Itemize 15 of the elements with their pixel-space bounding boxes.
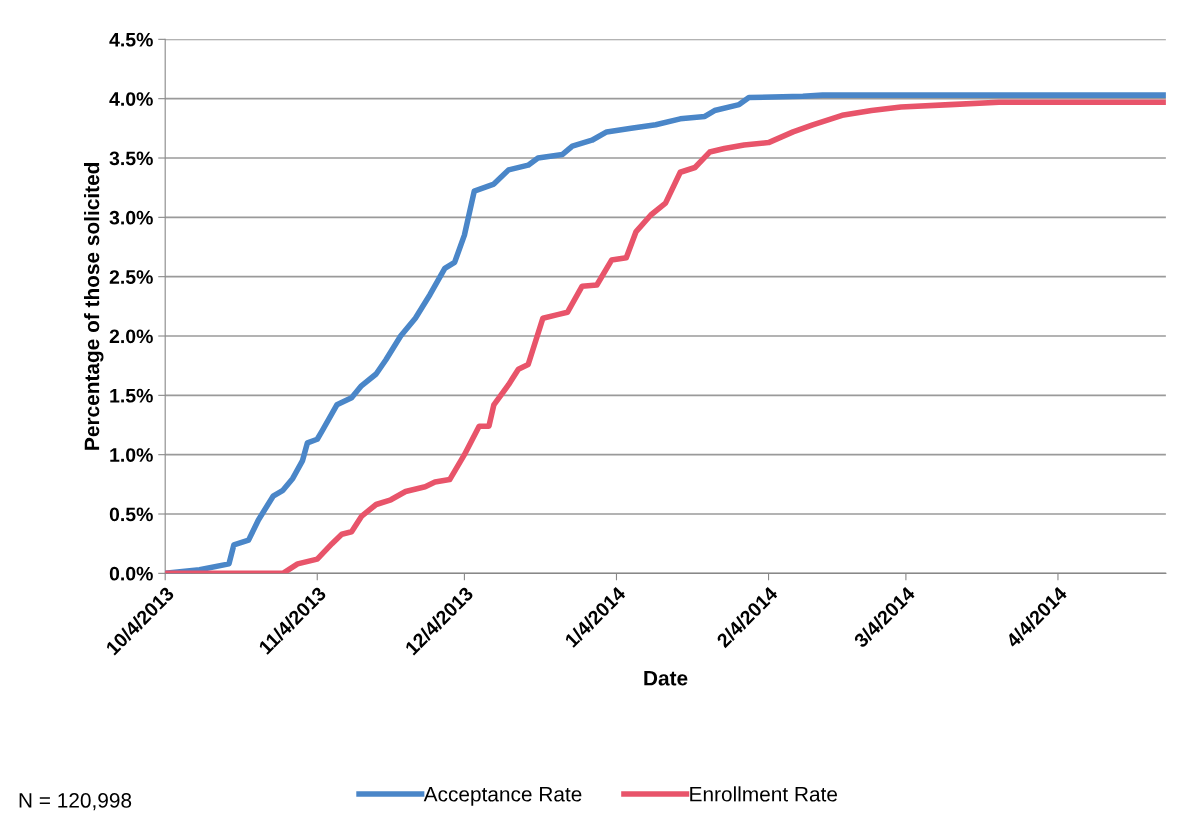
y-tick-label: 0.0% <box>109 566 153 581</box>
y-tick-label: 3.5% <box>109 151 153 166</box>
y-tick-label: 1.5% <box>110 388 153 403</box>
y-tick-label: 2.5% <box>109 270 153 284</box>
y-tick-label: 2.0% <box>109 329 153 344</box>
y-tick-label: 4.0% <box>109 92 153 106</box>
y-tick-label: 3.0% <box>109 210 153 225</box>
text: N = 120,998 <box>19 793 132 811</box>
legend-label: Enrollment Rate <box>690 786 838 802</box>
x-axis-title: Date <box>644 671 688 686</box>
y-axis-title: Percentage of those solicited <box>84 162 104 450</box>
legend-label: Acceptance Rate <box>423 787 582 806</box>
y-tick-label: 0.5% <box>109 507 153 522</box>
y-tick-label: 4.5% <box>109 32 153 47</box>
y-tick-label: 1.0% <box>110 448 153 462</box>
